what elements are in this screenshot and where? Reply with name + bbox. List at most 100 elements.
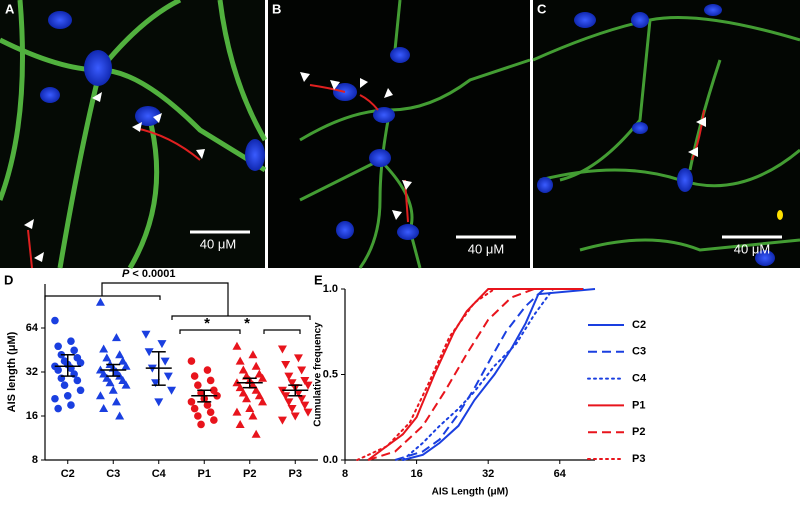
y-tick-label: 64 bbox=[26, 322, 39, 334]
data-point bbox=[67, 401, 75, 409]
data-point bbox=[290, 412, 300, 421]
data-point bbox=[115, 411, 125, 420]
data-point bbox=[293, 389, 303, 398]
data-point bbox=[232, 341, 242, 350]
data-point bbox=[95, 391, 105, 400]
legend-label: P3 bbox=[632, 453, 645, 465]
x-tick-label: C3 bbox=[106, 468, 120, 480]
data-point bbox=[151, 379, 161, 388]
data-point bbox=[102, 353, 112, 362]
p-text: < 0.0001 bbox=[129, 268, 175, 280]
data-point bbox=[277, 416, 287, 425]
significance-star: * bbox=[244, 315, 250, 332]
data-point bbox=[258, 373, 268, 382]
y-tick-label: 16 bbox=[26, 410, 38, 422]
x-tick-label: C4 bbox=[152, 468, 167, 480]
data-point bbox=[248, 411, 258, 420]
data-point bbox=[102, 373, 112, 382]
data-point bbox=[95, 297, 105, 306]
y-tick-label: 1.0 bbox=[323, 283, 338, 295]
x-tick-label: P3 bbox=[289, 468, 302, 480]
x-tick-label: 8 bbox=[342, 468, 348, 480]
data-point bbox=[242, 394, 252, 403]
data-point bbox=[297, 366, 307, 375]
data-point bbox=[248, 380, 258, 389]
cdf-line bbox=[356, 288, 584, 461]
data-point bbox=[115, 350, 125, 359]
data-point bbox=[70, 346, 78, 355]
panel-label: A bbox=[5, 1, 15, 16]
data-point bbox=[206, 376, 215, 385]
y-axis-label: AIS length (μM) bbox=[6, 331, 18, 412]
data-point bbox=[297, 395, 307, 404]
data-point bbox=[287, 379, 297, 388]
data-point bbox=[194, 412, 202, 420]
panel-label: E bbox=[314, 272, 323, 287]
data-point bbox=[54, 366, 62, 374]
data-point bbox=[300, 401, 310, 410]
x-tick-label: 16 bbox=[410, 468, 422, 480]
cdf-line bbox=[402, 288, 596, 461]
cdf-line bbox=[367, 288, 583, 461]
scale-bar-label: 40 μM bbox=[734, 241, 770, 256]
data-point bbox=[300, 376, 310, 385]
data-point bbox=[108, 385, 118, 394]
data-point bbox=[111, 333, 121, 342]
legend-label: P1 bbox=[632, 399, 645, 411]
data-point bbox=[144, 348, 154, 357]
data-point bbox=[287, 405, 297, 414]
data-point bbox=[118, 375, 128, 384]
data-point bbox=[293, 354, 303, 363]
data-point bbox=[238, 365, 248, 374]
data-point bbox=[105, 378, 115, 387]
x-tick-label: C2 bbox=[61, 468, 75, 480]
x-tick-label: 32 bbox=[482, 468, 494, 480]
data-point bbox=[76, 386, 85, 395]
data-point bbox=[203, 366, 212, 374]
data-point bbox=[187, 398, 196, 406]
data-point bbox=[154, 398, 164, 407]
data-point bbox=[63, 391, 72, 400]
data-point bbox=[254, 391, 264, 400]
data-point bbox=[258, 397, 268, 406]
data-point bbox=[235, 419, 245, 428]
data-point bbox=[99, 344, 109, 353]
data-point bbox=[190, 372, 199, 380]
data-point bbox=[284, 372, 294, 381]
legend-label: P2 bbox=[632, 426, 645, 438]
data-point bbox=[54, 404, 62, 413]
y-tick-label: 32 bbox=[26, 366, 38, 378]
micrograph-b: 40 μM B bbox=[268, 0, 531, 269]
data-point bbox=[210, 386, 218, 395]
data-point bbox=[281, 392, 291, 401]
scale-bar-label: 40 μM bbox=[468, 241, 504, 256]
data-point bbox=[121, 380, 131, 389]
data-point bbox=[73, 376, 82, 385]
data-point bbox=[118, 356, 128, 365]
legend-label: C4 bbox=[632, 373, 647, 385]
panel-label: B bbox=[272, 1, 281, 16]
legend-label: C3 bbox=[632, 346, 646, 358]
y-tick-label: 0.0 bbox=[323, 454, 338, 466]
data-point bbox=[235, 356, 245, 365]
data-point bbox=[194, 381, 202, 389]
data-point bbox=[248, 350, 258, 359]
data-point bbox=[51, 394, 59, 403]
panel-label: D bbox=[4, 272, 13, 287]
y-tick-label: 8 bbox=[32, 454, 38, 466]
data-point bbox=[67, 337, 75, 345]
p-value: P < 0.0001 bbox=[122, 268, 176, 280]
legend-label: C2 bbox=[632, 319, 646, 331]
data-point bbox=[238, 388, 248, 397]
data-point bbox=[121, 361, 131, 370]
x-tick-label: P1 bbox=[198, 468, 211, 480]
data-point bbox=[277, 345, 287, 354]
data-point bbox=[190, 404, 199, 413]
micrograph-c: 40 μM C bbox=[532, 0, 800, 268]
cdf-line bbox=[401, 288, 584, 461]
data-point bbox=[303, 408, 313, 417]
data-point bbox=[76, 358, 85, 367]
data-point bbox=[167, 386, 177, 395]
y-tick-label: 0.5 bbox=[323, 368, 338, 380]
